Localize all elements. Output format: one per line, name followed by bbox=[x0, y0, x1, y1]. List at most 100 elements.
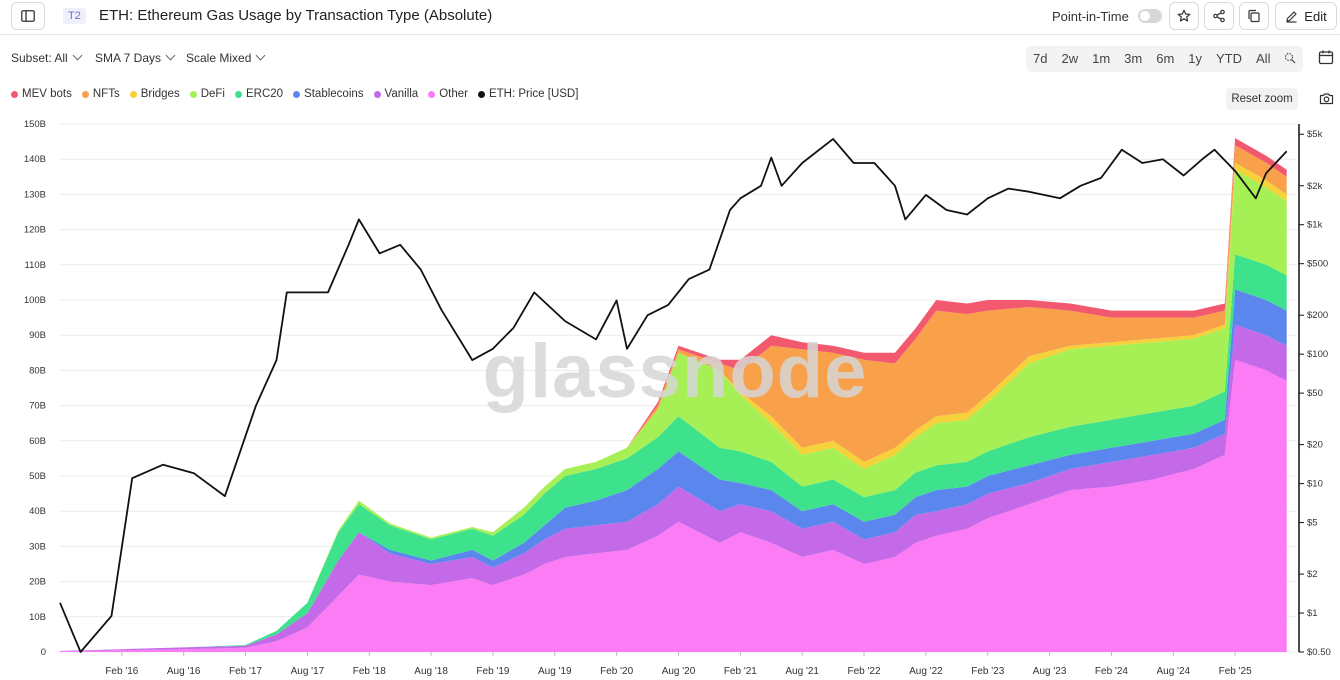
legend-nfts[interactable]: NFTs bbox=[81, 88, 120, 100]
price-line-group bbox=[59, 138, 1288, 653]
point-in-time-label: Point-in-Time bbox=[1052, 9, 1129, 24]
x-tick-label: Feb '16 bbox=[105, 666, 138, 677]
legend-erc20[interactable]: ERC20 bbox=[234, 88, 283, 100]
share-icon bbox=[1213, 9, 1225, 23]
legend-label: MEV bots bbox=[22, 88, 72, 100]
chart-legend: MEV bots NFTs Bridges DeFi ERC20 Stablec… bbox=[11, 88, 588, 100]
range-6m[interactable]: 6m bbox=[1156, 51, 1175, 66]
area-other bbox=[60, 359, 1287, 652]
y-right-tick-label: $0.50 bbox=[1307, 647, 1331, 658]
sidebar-toggle-button[interactable] bbox=[11, 2, 45, 30]
reset-zoom-button[interactable]: Reset zoom bbox=[1226, 88, 1298, 110]
sma-dropdown[interactable]: SMA 7 Days bbox=[95, 50, 176, 65]
legend-dot bbox=[428, 90, 436, 98]
y-left-tick-label: 100B bbox=[24, 295, 46, 306]
y-left-tick-label: 140B bbox=[24, 154, 46, 165]
legend-other[interactable]: Other bbox=[428, 88, 468, 100]
y-right-tick-label: $2 bbox=[1307, 569, 1318, 580]
y-right-tick-label: $500 bbox=[1307, 259, 1328, 270]
calendar-button[interactable] bbox=[1318, 49, 1336, 67]
top-bar: T2 ETH: Ethereum Gas Usage by Transactio… bbox=[0, 0, 1340, 35]
range-1y[interactable]: 1y bbox=[1188, 51, 1203, 66]
x-tick-label: Aug '22 bbox=[909, 666, 943, 677]
toggle-knob bbox=[1140, 11, 1150, 21]
y-right-tick-label: $50 bbox=[1307, 388, 1323, 399]
y-axis-left: 0 10B 20B 30B 40B 50B 60B 70B 80B 90B 100B 110B 120B… bbox=[24, 119, 46, 658]
area-stablecoins bbox=[60, 289, 1287, 651]
chart-canvas[interactable]: glassnode 0 10B 20B 30B 40B 50B 60B 70B 80B 90B 10… bbox=[0, 112, 1340, 680]
screenshot-button[interactable] bbox=[1319, 92, 1335, 106]
y-right-tick-label: $5k bbox=[1307, 129, 1323, 140]
y-left-tick-label: 30B bbox=[29, 541, 46, 552]
legend-bridges[interactable]: Bridges bbox=[129, 88, 180, 100]
y-left-tick-label: 110B bbox=[25, 260, 46, 271]
range-all[interactable]: All bbox=[1256, 51, 1271, 66]
legend-defi[interactable]: DeFi bbox=[189, 88, 225, 100]
edit-button[interactable]: Edit bbox=[1275, 2, 1337, 30]
y-right-tick-label: $100 bbox=[1307, 349, 1328, 360]
x-tick-label: Aug '16 bbox=[167, 666, 201, 677]
copy-button[interactable] bbox=[1239, 2, 1269, 30]
favorite-button[interactable] bbox=[1169, 2, 1199, 30]
range-3m[interactable]: 3m bbox=[1124, 51, 1143, 66]
y-left-tick-label: 80B bbox=[29, 365, 46, 376]
y-left-tick-label: 40B bbox=[29, 506, 46, 517]
y-right-tick-label: $200 bbox=[1307, 310, 1328, 321]
scale-label: Scale Mixed bbox=[186, 51, 252, 65]
y-right-tick-label: $2k bbox=[1307, 181, 1323, 192]
y-right-tick-label: $10 bbox=[1307, 479, 1323, 490]
subset-dropdown[interactable]: Subset: All bbox=[11, 50, 83, 65]
y-left-tick-label: 0 bbox=[41, 647, 46, 658]
legend-dot bbox=[129, 90, 137, 98]
x-axis: Feb '16 Aug '16 Feb '17 Aug '17 Feb '18 Aug '… bbox=[105, 652, 1252, 677]
area-vanilla bbox=[60, 324, 1287, 652]
chevron-down-icon bbox=[165, 50, 176, 61]
legend-dot bbox=[293, 90, 301, 98]
y-left-tick-label: 10B bbox=[29, 612, 46, 623]
range-ytd[interactable]: YTD bbox=[1216, 51, 1243, 66]
legend-dot bbox=[373, 90, 381, 98]
y-left-tick-label: 130B bbox=[24, 189, 46, 200]
stacked-areas bbox=[60, 138, 1287, 652]
range-7d[interactable]: 7d bbox=[1033, 51, 1048, 66]
y-right-tick-label: $20 bbox=[1307, 440, 1323, 451]
y-left-tick-label: 90B bbox=[29, 330, 46, 341]
point-in-time-toggle[interactable] bbox=[1138, 9, 1162, 23]
legend-label: Other bbox=[439, 88, 468, 100]
legend-label: DeFi bbox=[200, 88, 225, 100]
legend-vanilla[interactable]: Vanilla bbox=[373, 88, 418, 100]
share-button[interactable] bbox=[1204, 2, 1234, 30]
subset-label: Subset: All bbox=[11, 51, 68, 65]
legend-eth-price[interactable]: ETH: Price [USD] bbox=[477, 88, 578, 100]
pencil-icon bbox=[1286, 10, 1297, 23]
legend-label: NFTs bbox=[92, 88, 120, 100]
chevron-down-icon bbox=[72, 50, 83, 61]
area-erc20 bbox=[60, 254, 1287, 651]
legend-mev-bots[interactable]: MEV bots bbox=[11, 88, 72, 100]
area-defi bbox=[60, 169, 1287, 651]
x-tick-label: Feb '20 bbox=[600, 666, 633, 677]
scale-dropdown[interactable]: Scale Mixed bbox=[186, 50, 266, 65]
legend-dot bbox=[81, 90, 89, 98]
x-tick-label: Aug '21 bbox=[785, 666, 819, 677]
x-tick-label: Feb '21 bbox=[724, 666, 757, 677]
legend-dot bbox=[477, 90, 485, 98]
y-left-tick-label: 20B bbox=[29, 577, 46, 588]
y-right-tick-label: $1k bbox=[1307, 220, 1323, 231]
legend-label: Bridges bbox=[140, 88, 180, 100]
sidebar-toggle-icon bbox=[21, 10, 35, 22]
time-range-selector: 7d 2w 1m 3m 6m 1y YTD All bbox=[1026, 46, 1304, 72]
chevron-down-icon bbox=[255, 50, 266, 61]
tier-badge: T2 bbox=[63, 8, 86, 24]
y-left-tick-label: 120B bbox=[24, 225, 46, 236]
x-tick-label: Feb '23 bbox=[971, 666, 1004, 677]
legend-dot bbox=[234, 90, 242, 98]
x-tick-label: Feb '19 bbox=[476, 666, 509, 677]
zoom-select-button[interactable] bbox=[1277, 46, 1303, 72]
legend-stablecoins[interactable]: Stablecoins bbox=[293, 88, 364, 100]
range-1m[interactable]: 1m bbox=[1092, 51, 1111, 66]
watermark: glassnode bbox=[483, 329, 868, 414]
range-2w[interactable]: 2w bbox=[1061, 51, 1079, 66]
y-left-tick-label: 50B bbox=[29, 471, 46, 482]
y-right-tick-label: $1 bbox=[1307, 608, 1318, 619]
